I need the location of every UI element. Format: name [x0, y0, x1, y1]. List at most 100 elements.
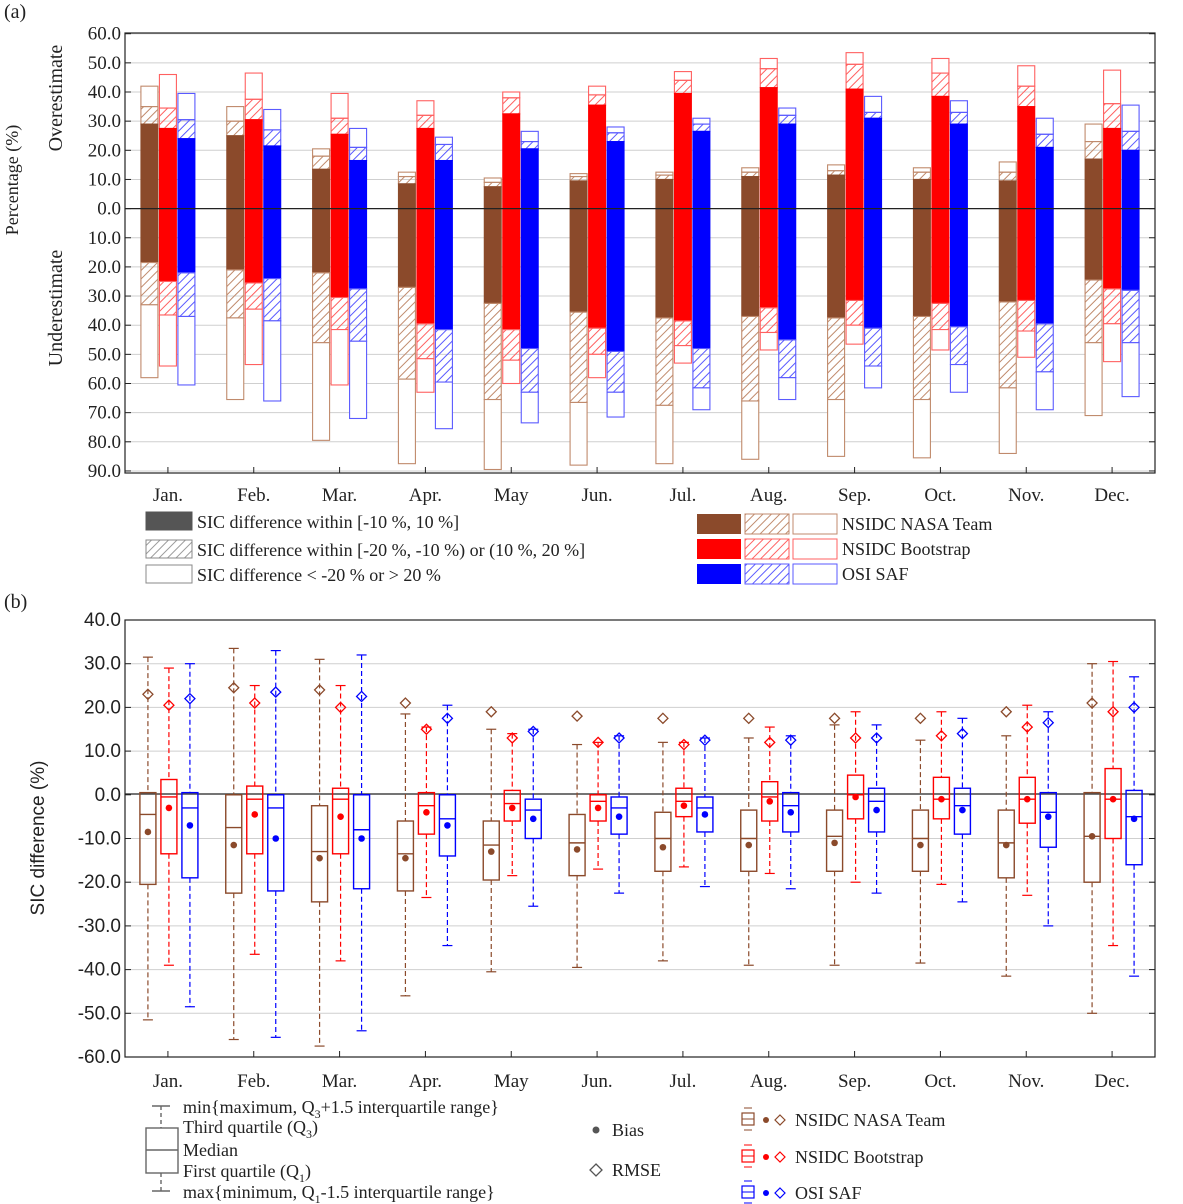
bar-over-beyond20 [520, 130, 539, 143]
bias-point [1023, 795, 1031, 803]
rmse-point [1128, 701, 1140, 714]
bar-under-within20 [778, 339, 797, 379]
bias-point [852, 793, 859, 801]
y-tick-label: -10.0 [78, 829, 121, 850]
bar-under-within10 [1121, 208, 1140, 291]
bar-under-beyond20 [263, 320, 282, 402]
bar-over-beyond20 [263, 108, 282, 131]
rmse-point [677, 738, 690, 751]
bar-over-within10 [312, 168, 331, 210]
rmse-point [1000, 705, 1013, 718]
bias-point [1130, 815, 1138, 823]
bar-under-within20 [140, 261, 159, 306]
bar-under-within10 [655, 208, 674, 319]
bias-point [316, 854, 323, 862]
rmse-point [248, 697, 261, 709]
box-iqr [997, 809, 1015, 879]
legend-bootstrap-empty [792, 538, 838, 560]
y-tick-label: 60.0 [88, 374, 121, 395]
box-iqr [352, 794, 371, 890]
bias-point [573, 846, 581, 853]
bias-point [680, 802, 688, 810]
panel-a-label: (a) [4, 1, 26, 23]
bar-over-within20 [692, 123, 711, 132]
bar-over-within20 [483, 181, 502, 188]
y-tick-label: -50.0 [78, 1003, 121, 1024]
bar-over-within20 [998, 171, 1017, 182]
bar-under-beyond20 [140, 304, 159, 379]
box-iqr [867, 787, 886, 833]
y-tick-label: 30.0 [84, 654, 121, 675]
bar-under-within10 [416, 208, 435, 325]
bar-over-beyond20 [692, 117, 711, 125]
bar-over-within20 [1103, 103, 1122, 129]
box-iqr [482, 820, 500, 881]
month-label: Feb. [237, 485, 270, 506]
box-iqr [932, 776, 951, 820]
box-iqr [331, 787, 350, 855]
bar-under-within20 [520, 347, 539, 393]
bar-over-within20 [263, 129, 282, 147]
bar-over-beyond20 [864, 95, 883, 113]
rmse-point [441, 712, 454, 725]
panel-a-frame [124, 32, 1156, 474]
bar-under-within10 [949, 208, 968, 328]
bar-under-beyond20 [692, 387, 711, 411]
bar-over-beyond20 [140, 85, 159, 108]
month-label: Nov. [1008, 485, 1044, 506]
panel-b-gridlines [125, 663, 1155, 1014]
rmse-point [698, 734, 711, 747]
bar-over-within10 [864, 117, 883, 210]
bar-under-beyond20 [520, 391, 539, 424]
rmse-point [485, 705, 498, 718]
bar-under-within20 [158, 280, 177, 316]
month-label: Nov. [1008, 1071, 1044, 1092]
bar-over-within20 [949, 111, 968, 125]
bar-over-within10 [998, 180, 1017, 210]
bar-under-within20 [312, 272, 331, 344]
y-tick-label: -40.0 [78, 960, 121, 981]
bar-over-within10 [1017, 106, 1036, 210]
bias-point [873, 806, 880, 814]
month-label: Sep. [838, 1071, 871, 1092]
legend-nasa-solid [697, 514, 741, 534]
rmse-point [613, 732, 626, 744]
bar-over-beyond20 [434, 136, 453, 146]
y-tick-label: 20.0 [84, 697, 121, 718]
bar-over-within10 [931, 95, 950, 210]
bar-over-beyond20 [931, 57, 950, 74]
bar-under-within20 [397, 286, 416, 380]
bar-under-within20 [1121, 289, 1140, 344]
bar-over-within10 [177, 138, 196, 210]
box-iqr [139, 791, 157, 886]
legend-box-glyph [145, 1105, 179, 1192]
bar-over-within10 [520, 148, 539, 210]
bar-over-within10 [226, 135, 245, 210]
legend-solid-swatch [145, 511, 193, 531]
bias-point [701, 811, 709, 818]
bias-point [230, 841, 238, 849]
box-iqr [782, 791, 800, 833]
bar-over-beyond20 [1121, 104, 1140, 132]
bar-under-within10 [673, 208, 692, 322]
bar-over-beyond20 [912, 167, 931, 173]
bar-over-beyond20 [1084, 123, 1103, 143]
bias-point [165, 804, 173, 812]
bar-over-within20 [244, 98, 263, 121]
bar-under-within20 [244, 282, 263, 310]
month-label: Apr. [409, 485, 442, 506]
panel-b: (b) SIC difference (%) 40.0 30.0 20.0 10.0 0… [4, 591, 1156, 1204]
bar-under-within20 [655, 317, 674, 406]
box-iqr [654, 811, 672, 872]
bar-under-within20 [845, 299, 864, 326]
bar-under-within20 [416, 323, 435, 360]
bar-over-within20 [864, 111, 883, 119]
rmse-point [763, 736, 776, 749]
month-label: May [494, 485, 529, 506]
bar-over-within20 [827, 170, 846, 176]
rmse-point [1107, 705, 1119, 718]
panel-b-ylabel: SIC difference (%) [28, 761, 49, 916]
box-iqr [589, 794, 607, 822]
bar-under-within20 [827, 317, 846, 401]
legend-max-label: min{maximum, Q3+1.5 interquartile range} [183, 1097, 499, 1121]
